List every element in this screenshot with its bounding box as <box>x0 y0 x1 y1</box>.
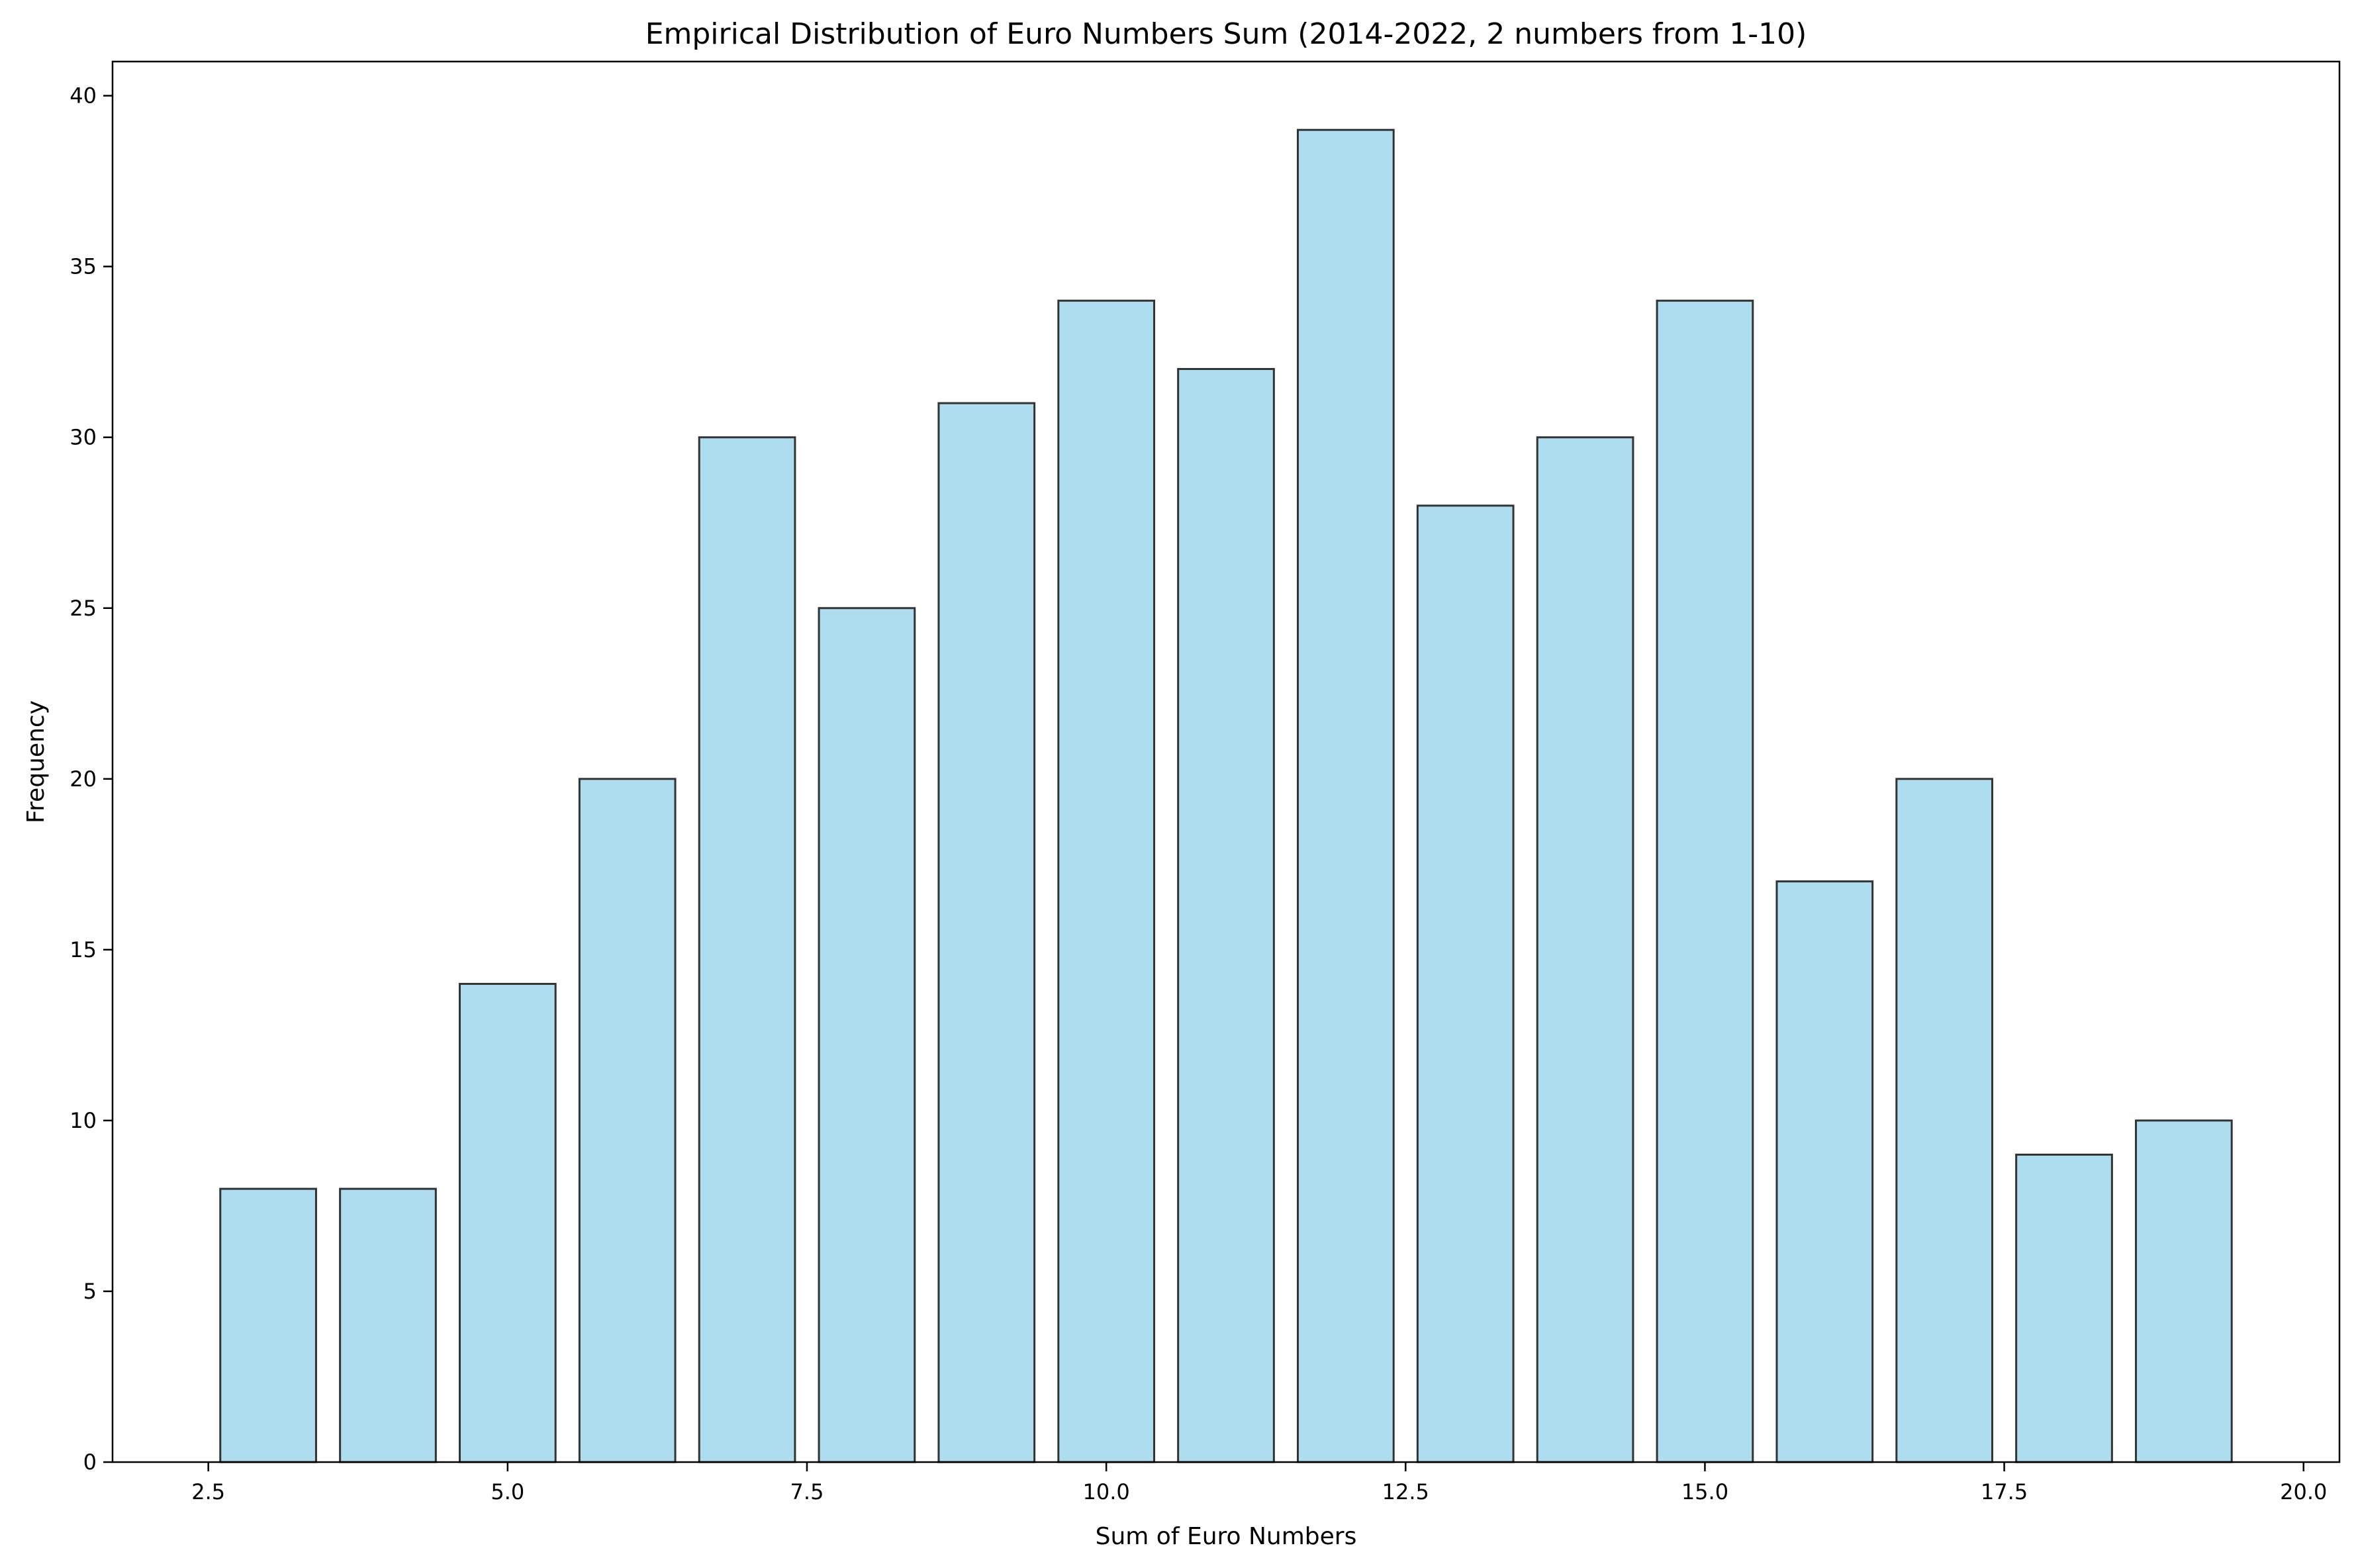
bar-sum-17 <box>1895 778 1994 1463</box>
bar-sum-18 <box>2015 1154 2113 1463</box>
bar-sum-14 <box>1536 436 1634 1463</box>
y-tick-label: 10 <box>70 1108 97 1133</box>
y-tick-label: 15 <box>70 937 97 962</box>
chart-title: Empirical Distribution of Euro Numbers S… <box>645 17 1807 51</box>
bar-sum-12 <box>1297 128 1395 1463</box>
y-tick-label: 25 <box>70 596 97 621</box>
x-tick-label: 17.5 <box>1981 1479 2028 1504</box>
bar-sum-9 <box>937 402 1036 1463</box>
x-tick-label: 2.5 <box>191 1479 225 1504</box>
y-axis-ticks: 0 5 10 15 20 25 30 35 40 <box>70 83 113 1475</box>
x-axis-label: Sum of Euro Numbers <box>1096 1523 1357 1550</box>
x-tick-label: 20.0 <box>2280 1479 2327 1504</box>
y-axis-label: Frequency <box>23 700 50 823</box>
x-tick-label: 15.0 <box>1681 1479 1728 1504</box>
y-tick-label: 30 <box>70 425 97 450</box>
bar-sum-16 <box>1775 880 1874 1463</box>
x-tick-label: 5.0 <box>491 1479 524 1504</box>
bar-sum-11 <box>1177 367 1275 1463</box>
bar-sum-19 <box>2135 1119 2233 1463</box>
bar-sum-4 <box>339 1187 437 1463</box>
bars-group <box>219 128 2233 1463</box>
y-tick-label: 20 <box>70 766 97 792</box>
y-tick-label: 5 <box>83 1279 97 1304</box>
y-tick-label: 0 <box>83 1450 97 1475</box>
bar-sum-10 <box>1057 299 1155 1463</box>
y-tick-label: 35 <box>70 254 97 279</box>
x-tick-label: 10.0 <box>1083 1479 1130 1504</box>
bar-sum-6 <box>578 778 677 1463</box>
plot-frame <box>111 60 2341 1463</box>
x-axis-ticks: 2.5 5.0 7.5 10.0 12.5 15.0 17.5 20.0 <box>191 1462 2327 1504</box>
bar-sum-3 <box>219 1187 317 1463</box>
bar-sum-15 <box>1656 299 1754 1463</box>
x-tick-label: 7.5 <box>790 1479 824 1504</box>
bar-sum-8 <box>818 607 916 1463</box>
x-tick-label: 12.5 <box>1382 1479 1429 1504</box>
bar-sum-13 <box>1416 504 1515 1463</box>
bar-sum-5 <box>458 982 557 1463</box>
bar-sum-7 <box>698 436 796 1463</box>
y-tick-label: 40 <box>70 83 97 109</box>
